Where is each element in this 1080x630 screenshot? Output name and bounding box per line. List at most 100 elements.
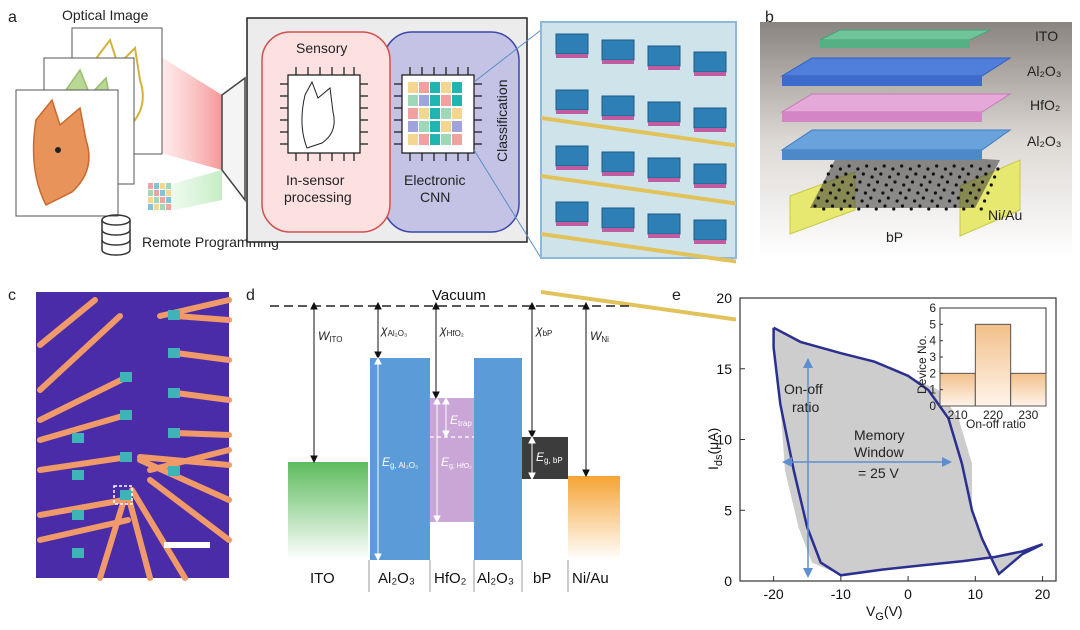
sensory-label: Sensory	[296, 40, 347, 56]
electrode-line	[37, 297, 98, 348]
x-tick-label: -10	[831, 586, 851, 602]
bp-atom	[940, 175, 944, 179]
bp-atom	[968, 191, 973, 195]
layer-hfo2	[780, 93, 1012, 113]
cnn-weight-grid	[408, 82, 462, 145]
bp-atom	[944, 207, 948, 211]
bp-atom	[918, 204, 922, 208]
bp-atom	[830, 204, 835, 208]
bp-atom	[933, 191, 938, 195]
device-pad	[168, 388, 180, 398]
array-device	[693, 219, 727, 241]
classification-label: Classification	[494, 80, 510, 162]
bp-atom	[957, 175, 962, 179]
electrode-line	[129, 487, 188, 581]
y-tick-label: 20	[716, 290, 732, 306]
array-device-layer	[694, 128, 726, 132]
bp-atom	[935, 164, 939, 168]
bp-atom	[870, 175, 874, 179]
array-device	[647, 45, 681, 67]
label-ito: ITO	[1035, 28, 1058, 44]
x-tick-label: 10	[968, 586, 984, 602]
device-pad	[120, 452, 132, 462]
bp-atom	[842, 199, 847, 203]
bp-atom	[882, 164, 886, 168]
bp-atom	[872, 188, 876, 192]
electrode-line	[173, 390, 232, 403]
bp-atom	[970, 164, 974, 168]
bp-atom	[908, 167, 913, 171]
electrode-line	[37, 517, 131, 543]
device-pad	[120, 372, 132, 382]
bp-atom	[900, 204, 905, 208]
onoff-label-2: ratio	[792, 399, 819, 415]
x-axis-label: VG(V)	[866, 603, 903, 623]
bp-atom	[916, 191, 920, 195]
bp-atom	[952, 164, 956, 168]
mat-bp: bP	[533, 570, 551, 587]
x-tick-label: -20	[763, 586, 783, 602]
bp-atom	[822, 207, 826, 211]
bp-atom	[855, 188, 859, 192]
array-device	[555, 201, 589, 223]
dog-eye	[55, 147, 61, 153]
chi-al2o3-label: χAl₂O₃	[380, 323, 407, 338]
bp-atom	[881, 191, 885, 195]
bp-atom	[943, 167, 948, 171]
mat-ni-au: Ni/Au	[572, 570, 609, 587]
bp-atom	[867, 183, 871, 187]
inset-x-tick-label: 210	[948, 408, 968, 422]
device-pad	[120, 490, 132, 500]
bp-atom	[909, 207, 913, 211]
bp-atom	[838, 167, 843, 171]
device-array-image	[540, 21, 737, 322]
bp-atom	[832, 183, 836, 187]
in-sensor-label: In-sensor	[286, 172, 345, 188]
scale-bar	[164, 542, 210, 548]
inset-bar	[939, 372, 976, 407]
bp-atom	[939, 196, 943, 200]
array-device	[647, 157, 681, 179]
bp-atom	[935, 204, 940, 208]
bp-atom	[951, 191, 955, 195]
bp-atom	[922, 175, 927, 179]
bp-atom	[921, 196, 925, 200]
array-device	[555, 89, 589, 111]
bp-atom	[978, 167, 983, 171]
device-pad	[168, 348, 180, 358]
right-contact	[959, 159, 1021, 237]
bp-atom	[813, 204, 817, 208]
bp-atom	[942, 188, 946, 192]
device-pad	[72, 548, 84, 558]
array-device	[601, 39, 635, 61]
bp-atom	[849, 183, 853, 187]
vacuum-label: Vacuum	[432, 287, 486, 304]
array-device-layer	[556, 54, 588, 58]
inset-y-tick-label: 2	[929, 366, 936, 380]
array-device-layer	[694, 240, 726, 244]
bp-atom	[970, 204, 975, 208]
bp-atom	[896, 172, 900, 176]
bp-atom	[930, 199, 934, 203]
array-bus-line	[541, 116, 736, 148]
bp-atom	[852, 175, 857, 179]
electronic-label: Electronic	[404, 172, 465, 188]
bp-atom	[891, 167, 895, 171]
array-device	[555, 33, 589, 55]
panel-label-a: a	[8, 9, 17, 26]
chi-hfo2-label: χHfO₂	[439, 323, 464, 338]
bp-atom	[858, 180, 862, 184]
electrode-line	[37, 497, 127, 518]
inset-y-tick-label: 3	[929, 350, 936, 364]
inset-y-tick-label: 0	[929, 399, 936, 413]
layer-hfo2-side	[782, 112, 982, 122]
energy-arrows	[310, 301, 590, 478]
bp-atom	[980, 180, 985, 184]
array-device-layer	[694, 72, 726, 76]
camera-lens-icon	[221, 76, 246, 203]
bp-atom	[927, 207, 931, 211]
bp-atom	[910, 180, 915, 184]
